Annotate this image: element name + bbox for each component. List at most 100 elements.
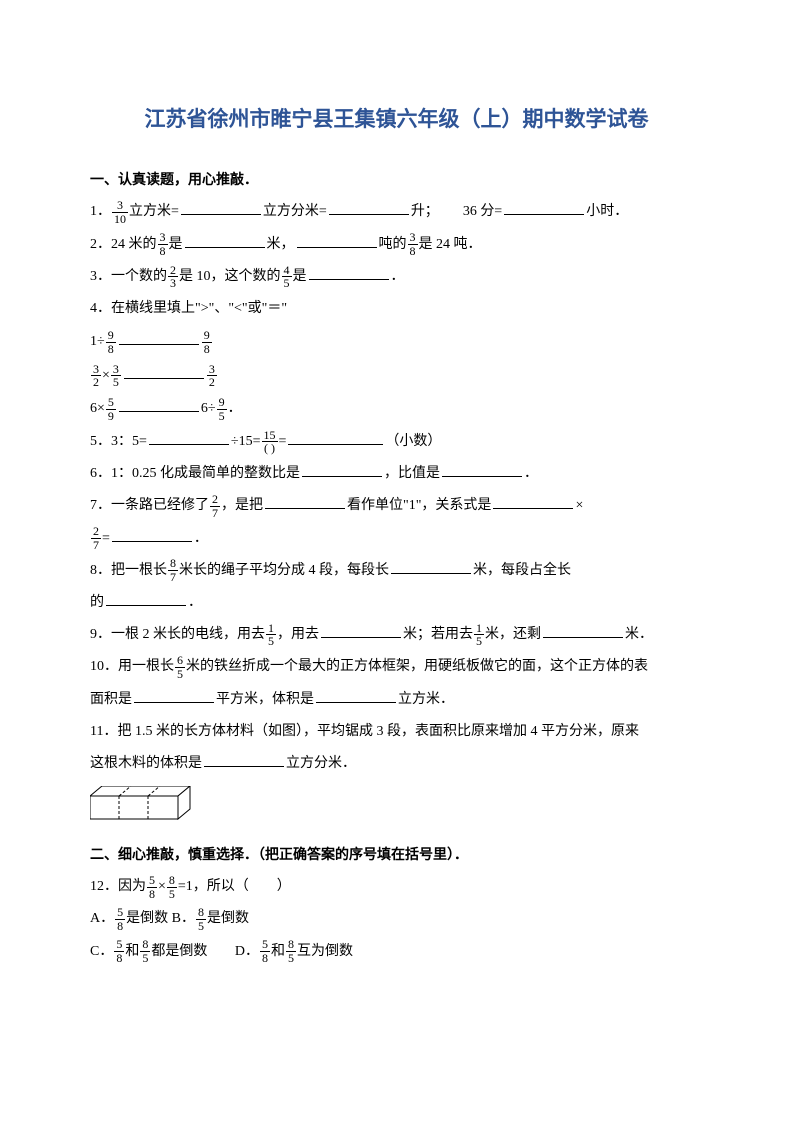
q5-text-c: = bbox=[279, 434, 287, 449]
blank[interactable] bbox=[204, 751, 284, 767]
blank[interactable] bbox=[106, 590, 186, 606]
q1-text-a: 1． bbox=[90, 204, 111, 219]
blank[interactable] bbox=[442, 461, 522, 477]
frac-8-7: 87 bbox=[168, 557, 178, 583]
cuboid-diagram bbox=[90, 786, 703, 831]
q8: 8．把一根长87米长的绳子平均分成 4 段，每段长米，每段占全长 的． bbox=[90, 555, 703, 619]
frac-9-5: 95 bbox=[217, 396, 227, 422]
q12-text-c: =1，所以（ ） bbox=[178, 879, 291, 894]
q10-text-c: 面积是 bbox=[90, 692, 132, 707]
frac-8-5: 85 bbox=[140, 938, 150, 964]
optC-b: 和 bbox=[125, 944, 139, 959]
blank[interactable] bbox=[265, 493, 345, 509]
q8-text-d: 的 bbox=[90, 595, 104, 610]
q6-text-a: 6．1：0.25 化成最简单的整数比是 bbox=[90, 466, 300, 481]
blank[interactable] bbox=[112, 526, 192, 542]
blank[interactable] bbox=[329, 199, 409, 215]
blank[interactable] bbox=[124, 363, 204, 379]
blank[interactable] bbox=[391, 558, 471, 574]
q4-row2: 32×3532 bbox=[90, 359, 703, 393]
q6: 6．1：0.25 化成最简单的整数比是，比值是． bbox=[90, 458, 703, 490]
q4-row1: 1÷9898 bbox=[90, 325, 703, 359]
q9: 9．一根 2 米长的电线，用去15，用去米；若用去15米，还剩米． bbox=[90, 619, 703, 651]
optD-a: D． bbox=[235, 944, 259, 959]
q4-l2-a: × bbox=[102, 368, 110, 383]
q10-text-a: 10．用一根长 bbox=[90, 659, 174, 674]
q1-text-c: 立方分米= bbox=[263, 204, 327, 219]
frac-5-8: 58 bbox=[260, 938, 270, 964]
q2-text-e: 是 24 吨． bbox=[419, 237, 482, 252]
blank[interactable] bbox=[297, 232, 377, 248]
optA-a: A． bbox=[90, 911, 114, 926]
q12-choices-cd: C．58和85都是倒数 D．58和85互为倒数 bbox=[90, 936, 703, 968]
q12-choices-ab: A．58是倒数 B．85是倒数 bbox=[90, 903, 703, 935]
blank[interactable] bbox=[119, 396, 199, 412]
blank[interactable] bbox=[119, 329, 199, 345]
q4-l3-c: ． bbox=[228, 401, 242, 416]
q2-text-a: 2．24 米的 bbox=[90, 237, 157, 252]
frac-1-5: 15 bbox=[266, 622, 276, 648]
blank[interactable] bbox=[302, 461, 382, 477]
q12: 12．因为58×85=1，所以（ ） bbox=[90, 871, 703, 903]
q4-l3-b: 6÷ bbox=[201, 401, 216, 416]
q7-text-a: 7．一条路已经修了 bbox=[90, 498, 209, 513]
q4-l3-a: 6× bbox=[90, 401, 105, 416]
frac-8-5: 85 bbox=[167, 874, 177, 900]
q3-text-d: ． bbox=[391, 269, 405, 284]
q2: 2．24 米的38是米，吨的38是 24 吨． bbox=[90, 229, 703, 261]
frac-6-5: 65 bbox=[175, 654, 185, 680]
q9-text-a: 9．一根 2 米长的电线，用去 bbox=[90, 627, 265, 642]
q9-text-e: 米． bbox=[625, 627, 653, 642]
q11-text-b: 这根木料的体积是 bbox=[90, 756, 202, 771]
q8-text-c: 米，每段占全长 bbox=[473, 563, 571, 578]
blank[interactable] bbox=[316, 687, 396, 703]
optC-c: 都是倒数 bbox=[151, 944, 207, 959]
q12-text-a: 12．因为 bbox=[90, 879, 146, 894]
frac-9-8: 98 bbox=[202, 329, 212, 355]
q9-text-c: 米；若用去 bbox=[403, 627, 473, 642]
blank[interactable] bbox=[149, 429, 229, 445]
q6-text-c: ． bbox=[524, 466, 538, 481]
page-title: 江苏省徐州市睢宁县王集镇六年级（上）期中数学试卷 bbox=[90, 100, 703, 140]
blank[interactable] bbox=[288, 429, 383, 445]
q10-text-d: 平方米，体积是 bbox=[216, 692, 314, 707]
frac-1-5: 15 bbox=[474, 622, 484, 648]
optB-a: B． bbox=[172, 911, 195, 926]
frac-3-5: 35 bbox=[111, 363, 121, 389]
blank[interactable] bbox=[543, 622, 623, 638]
q5-text-b: ÷15= bbox=[231, 434, 261, 449]
q5-text-d: （小数） bbox=[385, 434, 441, 449]
frac-3-8: 38 bbox=[158, 231, 168, 257]
blank[interactable] bbox=[181, 199, 261, 215]
frac-2-3: 23 bbox=[168, 264, 178, 290]
blank[interactable] bbox=[134, 687, 214, 703]
frac-2-7: 27 bbox=[210, 493, 220, 519]
blank[interactable] bbox=[321, 622, 401, 638]
q3: 3．一个数的23是 10，这个数的45是． bbox=[90, 261, 703, 293]
frac-5-8: 58 bbox=[147, 874, 157, 900]
frac-5-8: 58 bbox=[115, 906, 125, 932]
frac-5-8: 58 bbox=[114, 938, 124, 964]
blank[interactable] bbox=[185, 232, 265, 248]
q1-text-f: 小时． bbox=[586, 204, 628, 219]
q7: 7．一条路已经修了27，是把看作单位"1"，关系式是× 27=． bbox=[90, 490, 703, 554]
q8-text-b: 米长的绳子平均分成 4 段，每段长 bbox=[179, 563, 389, 578]
q7-text-d: × bbox=[575, 498, 583, 513]
q11-text-c: 立方分米． bbox=[286, 756, 356, 771]
q11: 11．把 1.5 米的长方体材料（如图），平均锯成 3 段，表面积比原来增加 4… bbox=[90, 716, 703, 780]
blank[interactable] bbox=[493, 493, 573, 509]
q11-text-a: 11．把 1.5 米的长方体材料（如图），平均锯成 3 段，表面积比原来增加 4… bbox=[90, 724, 639, 739]
blank[interactable] bbox=[309, 264, 389, 280]
frac-4-5: 45 bbox=[282, 264, 292, 290]
frac-3-2: 32 bbox=[91, 363, 101, 389]
q4-header: 4．在横线里填上">"、"<"或"＝" bbox=[90, 293, 703, 325]
optB-b: 是倒数 bbox=[207, 911, 249, 926]
optD-c: 互为倒数 bbox=[297, 944, 353, 959]
blank[interactable] bbox=[504, 199, 584, 215]
q5: 5．3：5=÷15=15( )=（小数） bbox=[90, 426, 703, 458]
q4-row3: 6×596÷95． bbox=[90, 392, 703, 426]
optC-a: C． bbox=[90, 944, 113, 959]
q3-text-c: 是 bbox=[293, 269, 307, 284]
q2-text-d: 吨的 bbox=[379, 237, 407, 252]
frac-9-8: 98 bbox=[106, 329, 116, 355]
